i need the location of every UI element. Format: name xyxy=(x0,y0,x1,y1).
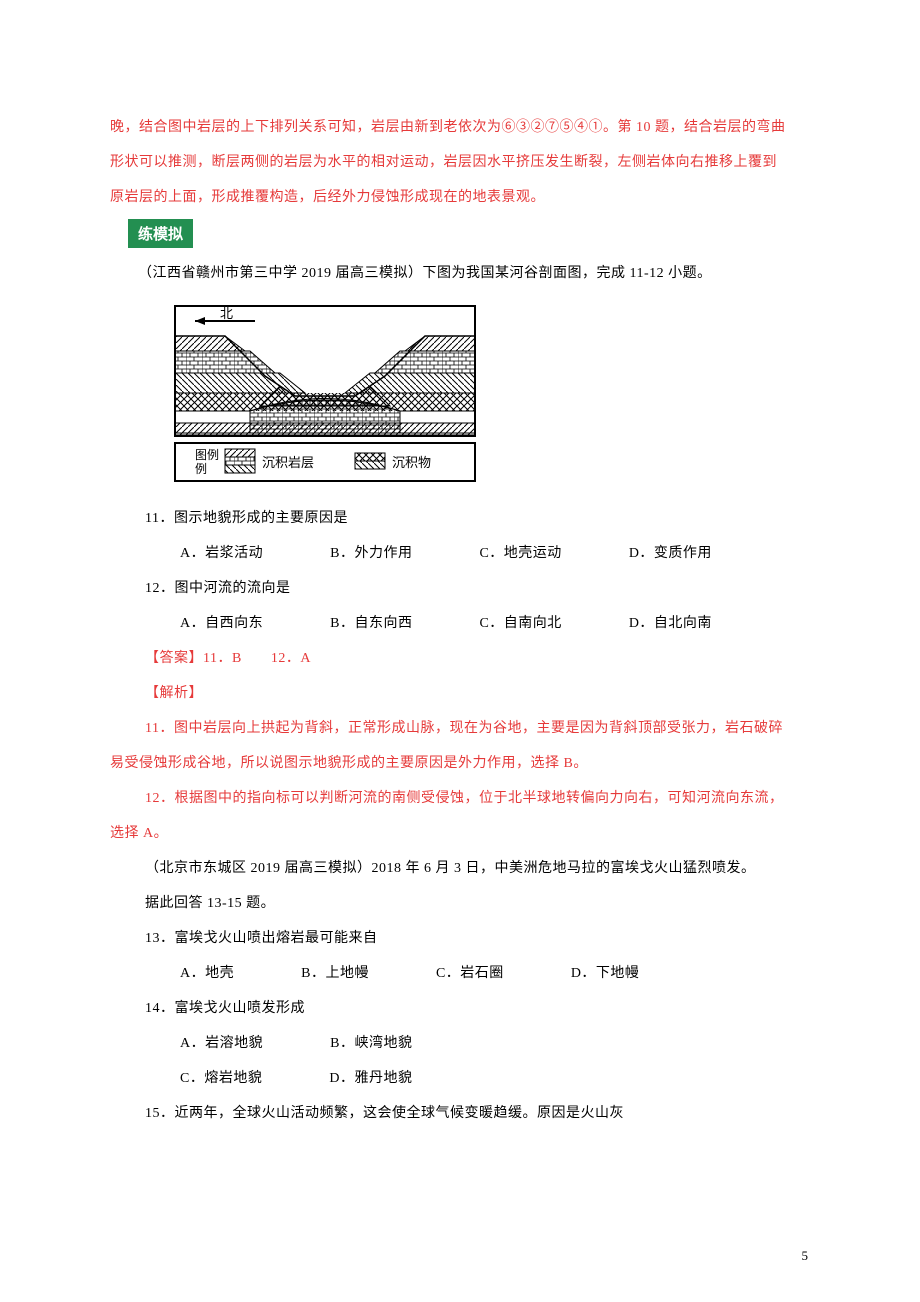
q12-opt-d: D．自北向南 xyxy=(594,606,712,641)
q11: 11．图示地貌形成的主要原因是 xyxy=(110,501,810,536)
analysis-12-l2: 选择 A。 xyxy=(110,816,810,851)
explain-prev-l1: 晚，结合图中岩层的上下排列关系可知，岩层由新到老依次为⑥③②⑦⑤④①。第 10 … xyxy=(110,110,810,145)
q14: 14．富埃戈火山喷发形成 xyxy=(110,991,810,1026)
q13-opt-a: A．地壳 xyxy=(145,956,234,991)
page-number: 5 xyxy=(802,1248,809,1264)
q14-options-row2: C．熔岩地貌 D．雅丹地貌 xyxy=(110,1061,810,1096)
analysis-label: 【解析】 xyxy=(110,676,810,711)
q14-opt-c: C．熔岩地貌 xyxy=(145,1061,262,1096)
legend-1: 沉积岩层 xyxy=(262,455,314,470)
q13-opt-c: C．岩石圈 xyxy=(401,956,504,991)
q13-opt-d: D．下地幔 xyxy=(536,956,640,991)
explain-prev-l3: 原岩层的上面，形成推覆构造，后经外力侵蚀形成现在的地表景观。 xyxy=(110,180,810,215)
q13-opt-b: B．上地幔 xyxy=(266,956,369,991)
q13-options: A．地壳 B．上地幔 C．岩石圈 D．下地幔 xyxy=(110,956,810,991)
q12: 12．图中河流的流向是 xyxy=(110,571,810,606)
explain-prev-l2: 形状可以推测，断层两侧的岩层为水平的相对运动，岩层因水平挤压发生断裂，左侧岩体向… xyxy=(110,145,810,180)
practice-tag: 练模拟 xyxy=(128,219,193,248)
legend-2: 沉积物 xyxy=(392,455,431,470)
q12-options: A．自西向东 B．自东向西 C．自南向北 D．自北向南 xyxy=(110,606,810,641)
analysis-11-l2: 易受侵蚀形成谷地，所以说图示地貌形成的主要原因是外力作用，选择 B。 xyxy=(110,746,810,781)
source-2-l1: （北京市东城区 2019 届高三模拟）2018 年 6 月 3 日，中美洲危地马… xyxy=(110,851,810,886)
q14-options-row1: A．岩溶地貌 B．峡湾地貌 xyxy=(110,1026,810,1061)
source-1: （江西省赣州市第三中学 2019 届高三模拟）下图为我国某河谷剖面图，完成 11… xyxy=(110,256,810,291)
q12-opt-a: A．自西向东 xyxy=(145,606,263,641)
q14-opt-b: B．峡湾地貌 xyxy=(295,1026,412,1061)
q11-opt-b: B．外力作用 xyxy=(295,536,412,571)
analysis-12-l1: 12．根据图中的指向标可以判断河流的南侧受侵蚀，位于北半球地转偏向力向右，可知河… xyxy=(110,781,810,816)
valley-cross-section-diagram: 北 图例 例 xyxy=(170,301,810,491)
answer-11-12: 【答案】11．B 12．A xyxy=(110,641,810,676)
analysis-11-l1: 11．图中岩层向上拱起为背斜，正常形成山脉，现在为谷地，主要是因为背斜顶部受张力… xyxy=(110,711,810,746)
q12-opt-c: C．自南向北 xyxy=(444,606,561,641)
legend-label: 图例 xyxy=(195,448,219,462)
source-2-l2: 据此回答 13-15 题。 xyxy=(110,886,810,921)
svg-text:例: 例 xyxy=(195,462,207,476)
q11-opt-c: C．地壳运动 xyxy=(444,536,561,571)
north-label: 北 xyxy=(220,306,233,321)
q11-opt-d: D．变质作用 xyxy=(594,536,712,571)
q13: 13．富埃戈火山喷出熔岩最可能来自 xyxy=(110,921,810,956)
q15: 15．近两年，全球火山活动频繁，这会使全球气候变暖趋缓。原因是火山灰 xyxy=(110,1096,810,1131)
q11-opt-a: A．岩浆活动 xyxy=(145,536,263,571)
q14-opt-a: A．岩溶地貌 xyxy=(145,1026,263,1061)
q14-opt-d: D．雅丹地貌 xyxy=(294,1061,412,1096)
q12-opt-b: B．自东向西 xyxy=(295,606,412,641)
q11-options: A．岩浆活动 B．外力作用 C．地壳运动 D．变质作用 xyxy=(110,536,810,571)
